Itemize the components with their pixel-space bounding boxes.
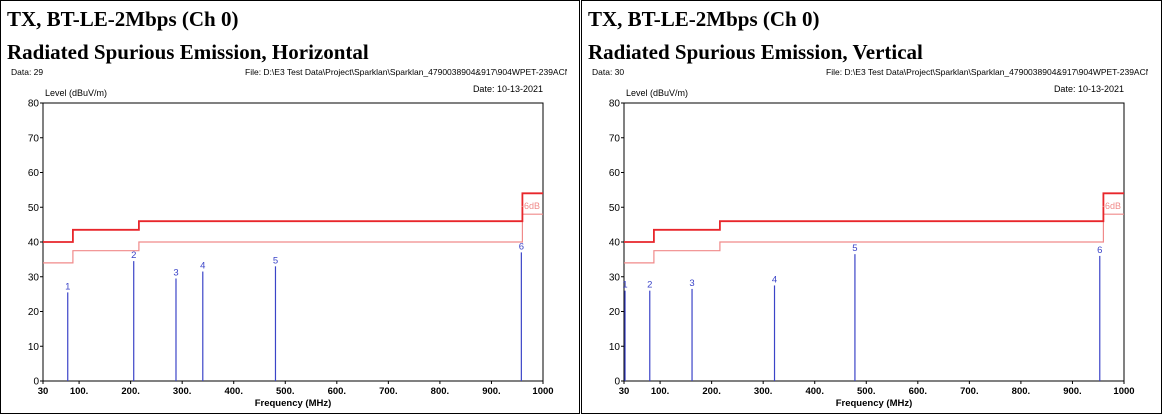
x-tick-label: 600. <box>328 386 347 397</box>
plot-area: Data: 29 File: D:\E3 Test Data\Project\Sp… <box>9 67 682 413</box>
marker-label: 5 <box>273 255 278 266</box>
emission-chart-horizontal: Data: 29 File: D:\E3 Test Data\Project\Sp… <box>11 67 682 409</box>
x-tick-label: 400. <box>805 386 824 397</box>
y-tick-label: 70 <box>28 133 40 144</box>
marker-label: 6 <box>519 241 524 252</box>
x-tick-label: 1000 <box>1113 386 1134 397</box>
y-tick-label: 60 <box>609 168 621 179</box>
limit-line <box>43 192 543 243</box>
x-tick-label: 900. <box>1063 386 1082 397</box>
x-tick-label: 400. <box>224 386 243 397</box>
y-tick-label: 40 <box>28 238 40 249</box>
marker-label: 3 <box>173 267 178 278</box>
y-tick-label: 50 <box>609 203 621 214</box>
marker-label: 3 <box>689 278 694 289</box>
y-tick-label: 70 <box>609 133 621 144</box>
x-tick-label: 300. <box>173 386 192 397</box>
panel-title-line1: TX, BT-LE-2Mbps (Ch 0) <box>7 7 239 31</box>
limit-6db-label: -6dB <box>521 201 540 211</box>
marker-label: 4 <box>772 274 777 285</box>
x-axis-label: Frequency (MHz) <box>255 398 332 409</box>
y-tick-label: 10 <box>28 342 40 353</box>
file-label: File: D:\E3 Test Data\Project\Sparklan\S… <box>245 67 567 77</box>
y-tick-label: 20 <box>28 307 40 318</box>
marker-label: 1 <box>622 280 627 291</box>
y-tick-label: 60 <box>28 168 40 179</box>
y-axis-label: Level (dBuV/m) <box>626 88 688 98</box>
date-label: Date: 10-13-2021 <box>1054 84 1124 94</box>
marker-label: 5 <box>852 243 857 254</box>
y-axis-label: Level (dBuV/m) <box>45 88 107 98</box>
x-tick-label: 30 <box>38 386 49 397</box>
y-tick-label: 10 <box>609 342 621 353</box>
x-tick-label: 500. <box>276 386 295 397</box>
y-tick-label: 0 <box>33 377 39 388</box>
x-tick-label: 100. <box>651 386 670 397</box>
y-tick-label: 80 <box>609 99 621 110</box>
marker-label: 2 <box>131 250 136 261</box>
panel-horizontal: TX, BT-LE-2Mbps (Ch 0) Radiated Spurious… <box>0 0 682 414</box>
y-tick-label: 40 <box>609 238 621 249</box>
y-tick-label: 20 <box>609 307 621 318</box>
limit-line <box>624 192 1124 243</box>
data-label: Data: 30 <box>592 67 624 77</box>
marker-label: 1 <box>65 281 70 292</box>
data-label: Data: 29 <box>11 67 43 77</box>
y-tick-label: 30 <box>609 272 621 283</box>
x-tick-label: 200. <box>121 386 140 397</box>
x-tick-label: 500. <box>857 386 876 397</box>
x-tick-label: 700. <box>379 386 398 397</box>
x-tick-label: 200. <box>702 386 721 397</box>
y-tick-label: 50 <box>28 203 40 214</box>
y-tick-label: 30 <box>28 272 40 283</box>
x-tick-label: 800. <box>431 386 450 397</box>
marker-label: 2 <box>647 280 652 291</box>
x-tick-label: 30 <box>619 386 630 397</box>
x-tick-label: 900. <box>482 386 501 397</box>
x-tick-label: 800. <box>1012 386 1031 397</box>
panel-title-line2: Radiated Spurious Emission, Horizontal <box>7 40 369 64</box>
x-tick-label: 100. <box>70 386 89 397</box>
panel-title-line2: Radiated Spurious Emission, Vertical <box>588 40 923 64</box>
x-tick-label: 1000 <box>532 386 553 397</box>
emission-chart-vertical: Data: 30 File: D:\E3 Test Data\Project\Sp… <box>592 67 1163 409</box>
date-label: Date: 10-13-2021 <box>473 84 543 94</box>
x-tick-label: 300. <box>754 386 773 397</box>
x-tick-label: 600. <box>909 386 928 397</box>
marker-label: 6 <box>1097 245 1102 256</box>
panel-title-line1: TX, BT-LE-2Mbps (Ch 0) <box>588 7 820 31</box>
x-tick-label: 700. <box>960 386 979 397</box>
panel-vertical: TX, BT-LE-2Mbps (Ch 0) Radiated Spurious… <box>581 0 1163 414</box>
marker-label: 4 <box>200 261 205 272</box>
y-tick-label: 80 <box>28 99 40 110</box>
plot-area: Data: 30 File: D:\E3 Test Data\Project\Sp… <box>590 67 1163 413</box>
y-tick-label: 0 <box>614 377 620 388</box>
limit-6db-label: -6dB <box>1102 201 1121 211</box>
file-label: File: D:\E3 Test Data\Project\Sparklan\S… <box>826 67 1148 77</box>
x-axis-label: Frequency (MHz) <box>836 398 913 409</box>
